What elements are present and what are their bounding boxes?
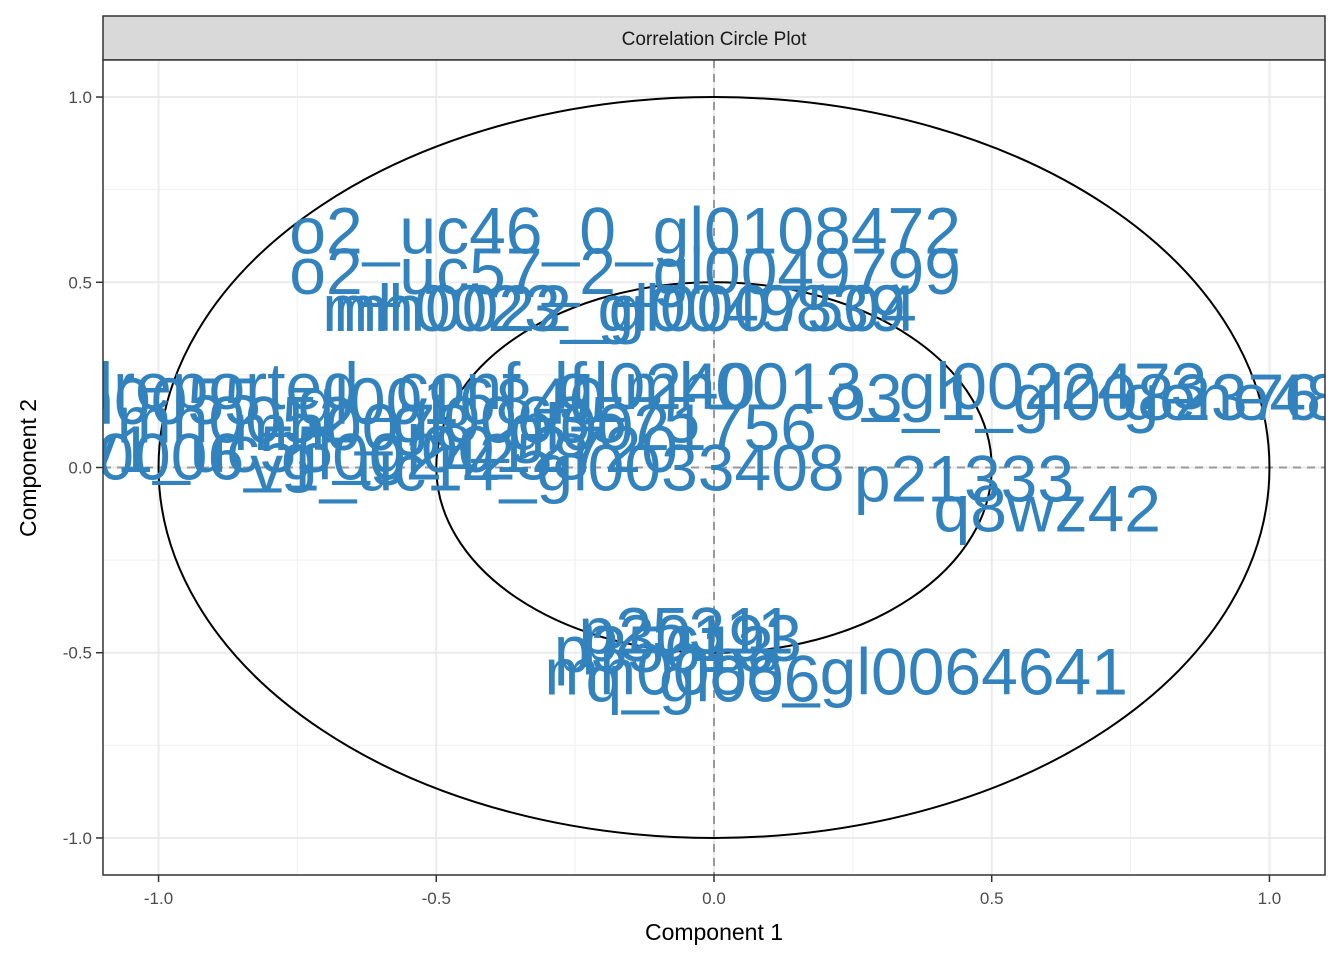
reference-lines <box>103 60 1325 875</box>
variable-label-15: q8wz42 <box>934 471 1162 545</box>
variable-label-8: gene4869 <box>1123 360 1344 434</box>
variable-label-11: v1_uc55_gl0012720 <box>83 412 678 486</box>
variable-label-2: mh0023_gl0049839 <box>322 271 906 345</box>
variable-label-16: p25311 <box>579 594 794 668</box>
variable-label-7: mh0055_gl0016840 <box>22 364 606 438</box>
y-axis-title: Component 2 <box>15 399 41 537</box>
variable-label-6: o3_1_gl0082376 <box>829 360 1321 434</box>
variable-label-10: mh0078_gl0021756 <box>233 390 817 464</box>
x-tick-label-0: -1.0 <box>144 889 173 908</box>
y-tick-label-3: 0.5 <box>68 273 92 292</box>
variable-label-17: p30193 <box>582 601 802 675</box>
variable-label-20: q_gl006 <box>585 642 820 716</box>
y-tick-label-1: -0.5 <box>63 644 92 663</box>
x-tick-label-3: 0.5 <box>980 889 1004 908</box>
axis-ticks: -1.0 -0.5 0.0 0.5 1.0 -1.0 -0.5 0.0 0.5 1.0 <box>63 88 1282 908</box>
variable-label-4: nlreported_conf_gl0240 <box>62 349 756 423</box>
strip-header <box>102 15 1326 61</box>
correlation-circle-1 <box>435 281 993 654</box>
y-tick-label-0: -1.0 <box>63 829 92 848</box>
variable-label-19: mh0088_gl0064641 <box>544 634 1128 708</box>
x-tick-label-4: 1.0 <box>1258 889 1282 908</box>
variable-label-12: mh0006_gl0024258 <box>6 419 590 493</box>
variable-label-14: p21333 <box>854 442 1074 516</box>
variable-labels: o2_uc46_0_gl0108472o2_uc57_2_gl0049799mh… <box>6 193 1344 716</box>
chart-title: Correlation Circle Plot <box>622 29 808 50</box>
variable-label-13: v1_uc14_gl0033408 <box>250 431 845 505</box>
variable-label-0: o2_uc46_0_gl0108472 <box>289 193 961 267</box>
variable-label-5: lf_mh0013_gl0022473 <box>554 349 1207 423</box>
x-axis-title: Component 1 <box>645 919 783 945</box>
correlation-circles <box>157 96 1271 839</box>
y-tick-label-4: 1.0 <box>68 88 92 107</box>
x-tick-label-1: -0.5 <box>422 889 451 908</box>
correlation-circle-0 <box>157 96 1271 839</box>
variable-label-9: mh0052_gl0063575 <box>117 382 701 456</box>
variable-label-18: p35613 <box>554 612 774 686</box>
variable-label-3: mh0022_gl0007504 <box>333 271 917 345</box>
y-tick-label-2: 0.0 <box>68 459 92 478</box>
x-tick-label-2: 0.0 <box>702 889 726 908</box>
variable-label-1: o2_uc57_2_gl0049799 <box>289 234 961 308</box>
